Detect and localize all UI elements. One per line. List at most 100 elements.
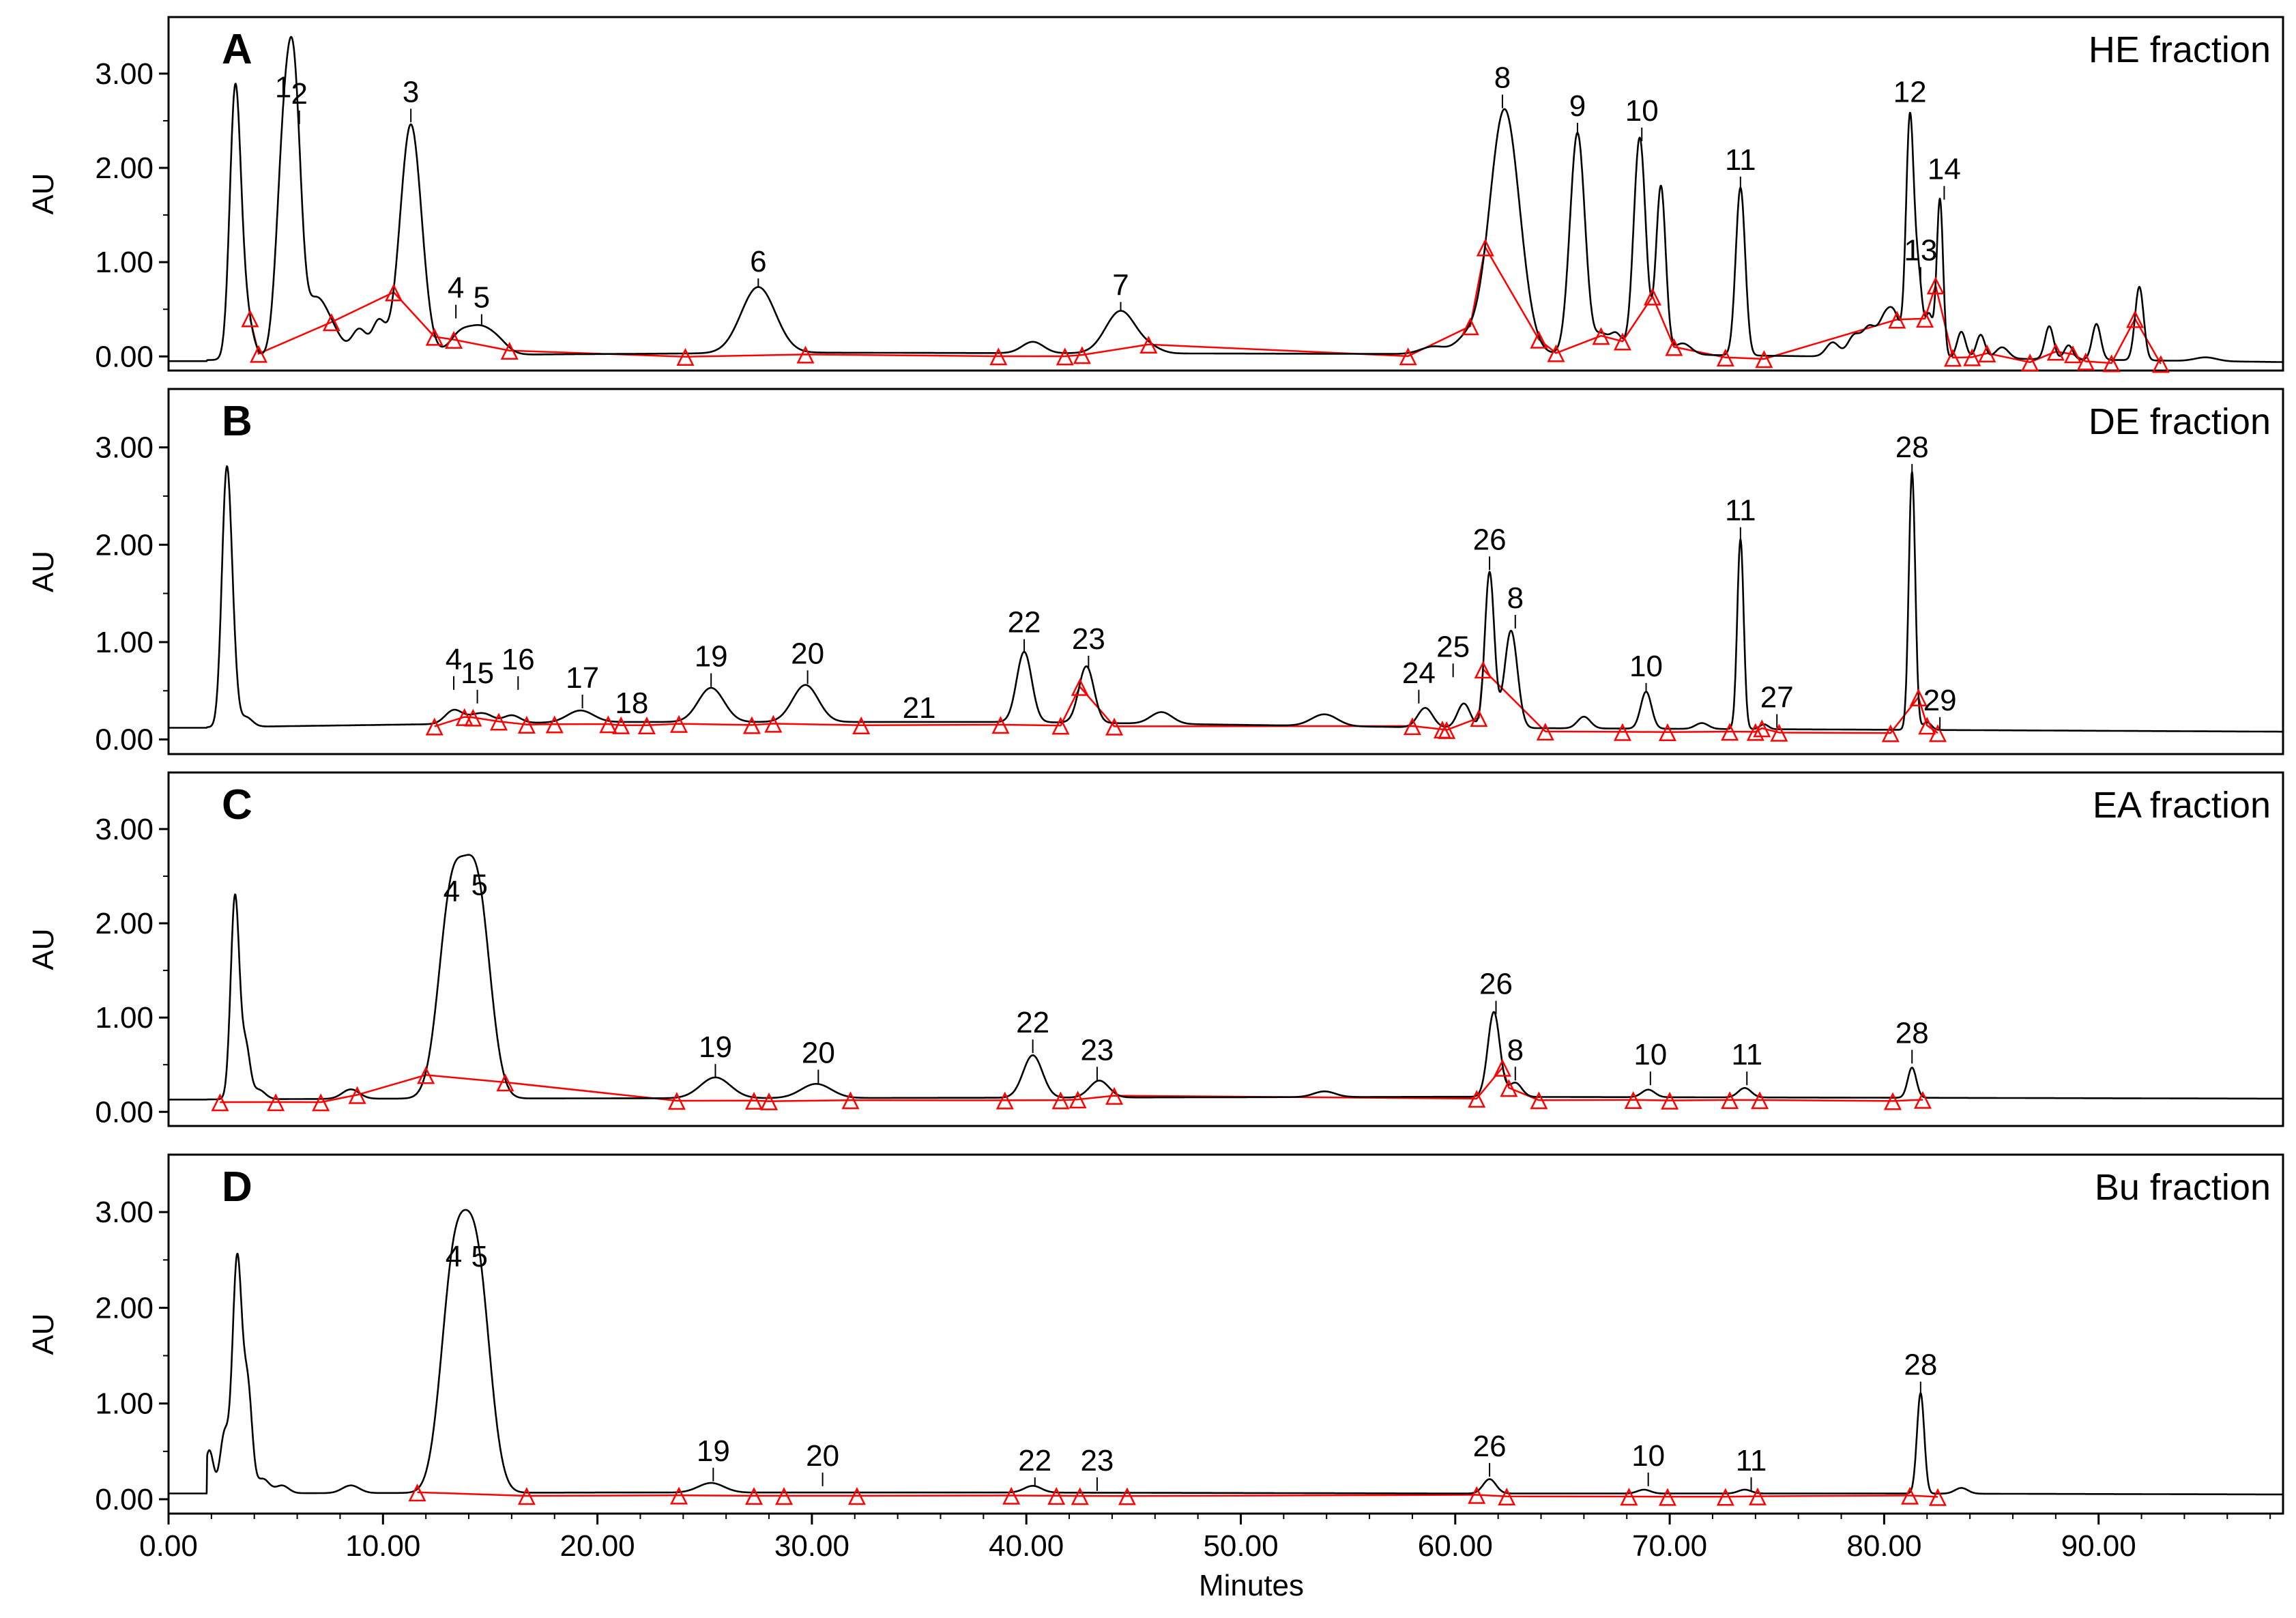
integration-marker — [1901, 1486, 1919, 1505]
peak-label: 8 — [1507, 581, 1524, 615]
integration-marker — [489, 712, 508, 731]
integration-marker — [517, 715, 536, 734]
peak-label: 19 — [699, 1030, 732, 1064]
peak-label: 10 — [1625, 94, 1659, 128]
integration-marker — [1978, 344, 1996, 362]
panel-title: DE fraction — [2089, 401, 2271, 442]
peak-label: 20 — [806, 1439, 839, 1473]
integration-marker — [775, 1487, 794, 1505]
x-tick-label: 30.00 — [774, 1529, 849, 1563]
integration-marker — [425, 328, 444, 346]
integration-marker — [796, 345, 815, 364]
integration-baseline — [434, 667, 1938, 734]
panel-letter: D — [222, 1164, 252, 1211]
integration-marker — [1105, 1086, 1124, 1105]
integration-marker — [760, 1092, 779, 1110]
integration-marker — [444, 330, 463, 349]
integration-baseline — [417, 1491, 1938, 1498]
chromatogram-trace — [168, 854, 2284, 1101]
integration-marker — [1613, 332, 1631, 351]
integration-marker — [852, 716, 871, 735]
peak-label: 26 — [1473, 1430, 1507, 1463]
x-tick-label: 60.00 — [1418, 1529, 1493, 1563]
x-axis: 0.00 10.00 20.00 30.00 40.00 50.00 60.00 70.00 8… — [139, 1514, 2271, 1563]
integration-marker — [1918, 717, 1936, 735]
y-tick-label: 2.00 — [95, 1291, 154, 1325]
peak-label: 5 — [474, 280, 490, 314]
integration-marker — [1498, 1487, 1516, 1505]
integration-marker — [545, 715, 564, 734]
integration-marker — [348, 1086, 366, 1104]
integration-marker — [1913, 1090, 1932, 1109]
peak-label: 3 — [403, 75, 419, 109]
integration-marker — [1916, 310, 1934, 328]
integration-marker — [1755, 350, 1773, 369]
integration-marker — [1051, 1091, 1070, 1110]
integration-marker — [1883, 1092, 1902, 1110]
y-tick-label: 1.00 — [95, 246, 154, 279]
peak-label: 25 — [1436, 630, 1470, 663]
peak-label: 22 — [1018, 1444, 1051, 1477]
integration-marker — [2102, 354, 2121, 373]
peak-label: 18 — [615, 687, 648, 720]
integration-marker — [1438, 721, 1456, 739]
peak-label: 11 — [1725, 494, 1756, 528]
integration-marker — [1118, 1487, 1136, 1505]
integration-marker — [496, 1073, 514, 1092]
integration-marker — [1476, 238, 1494, 257]
integration-marker — [1071, 1487, 1089, 1505]
peak-label: 27 — [1760, 681, 1794, 714]
peak-label: 26 — [1473, 523, 1507, 556]
y-tick-label: 0.00 — [95, 340, 154, 373]
integration-marker — [1888, 310, 1906, 329]
integration-marker — [1928, 1488, 1947, 1506]
integration-marker — [1056, 347, 1074, 366]
integration-marker — [1716, 1488, 1734, 1506]
integration-marker — [996, 1091, 1014, 1110]
integration-marker — [1468, 1486, 1486, 1504]
chromatogram-trace — [168, 35, 2284, 363]
integration-marker — [637, 716, 656, 735]
integration-marker — [1470, 709, 1488, 727]
integration-marker — [1620, 1488, 1638, 1506]
y-tick-label: 0.00 — [95, 723, 154, 757]
peak-label: 11 — [1725, 143, 1756, 177]
integration-marker — [1047, 1487, 1066, 1505]
panel-letter: B — [222, 398, 252, 445]
x-tick-label: 80.00 — [1846, 1529, 1921, 1563]
y-tick-label: 0.00 — [95, 1483, 154, 1516]
panel-letter: A — [222, 26, 252, 73]
peak-label: 4 — [448, 272, 464, 305]
peak-label: 8 — [1507, 1033, 1524, 1067]
peak-label: 22 — [1008, 606, 1041, 639]
x-tick-label: 50.00 — [1203, 1529, 1278, 1563]
integration-marker — [464, 708, 482, 727]
integration-marker — [322, 313, 340, 332]
y-axis-title: AU — [27, 173, 60, 214]
integration-marker — [599, 715, 617, 734]
peak-label: 20 — [802, 1036, 835, 1069]
x-tick-label: 20.00 — [560, 1529, 635, 1563]
integration-marker — [1530, 1091, 1548, 1110]
integration-marker — [500, 341, 519, 360]
peak-label: 11 — [1731, 1038, 1762, 1071]
peak-label: 15 — [461, 656, 494, 690]
peak-label: 5 — [471, 869, 487, 902]
integration-marker — [1461, 317, 1479, 336]
peak-label: 4 — [446, 643, 462, 676]
y-tick-label: 2.00 — [95, 528, 154, 562]
integration-marker — [1071, 678, 1089, 696]
peak-label: 10 — [1629, 650, 1663, 683]
peak-label: 16 — [502, 643, 535, 676]
panel-title: Bu fraction — [2095, 1167, 2271, 1208]
peak-label: 28 — [1895, 1016, 1929, 1050]
integration-marker — [670, 1486, 688, 1505]
integration-baseline — [220, 1065, 1923, 1103]
integration-marker — [2046, 343, 2065, 361]
integration-marker — [1721, 1091, 1739, 1110]
integration-marker — [1721, 723, 1739, 741]
peak-label: 28 — [1895, 431, 1929, 464]
